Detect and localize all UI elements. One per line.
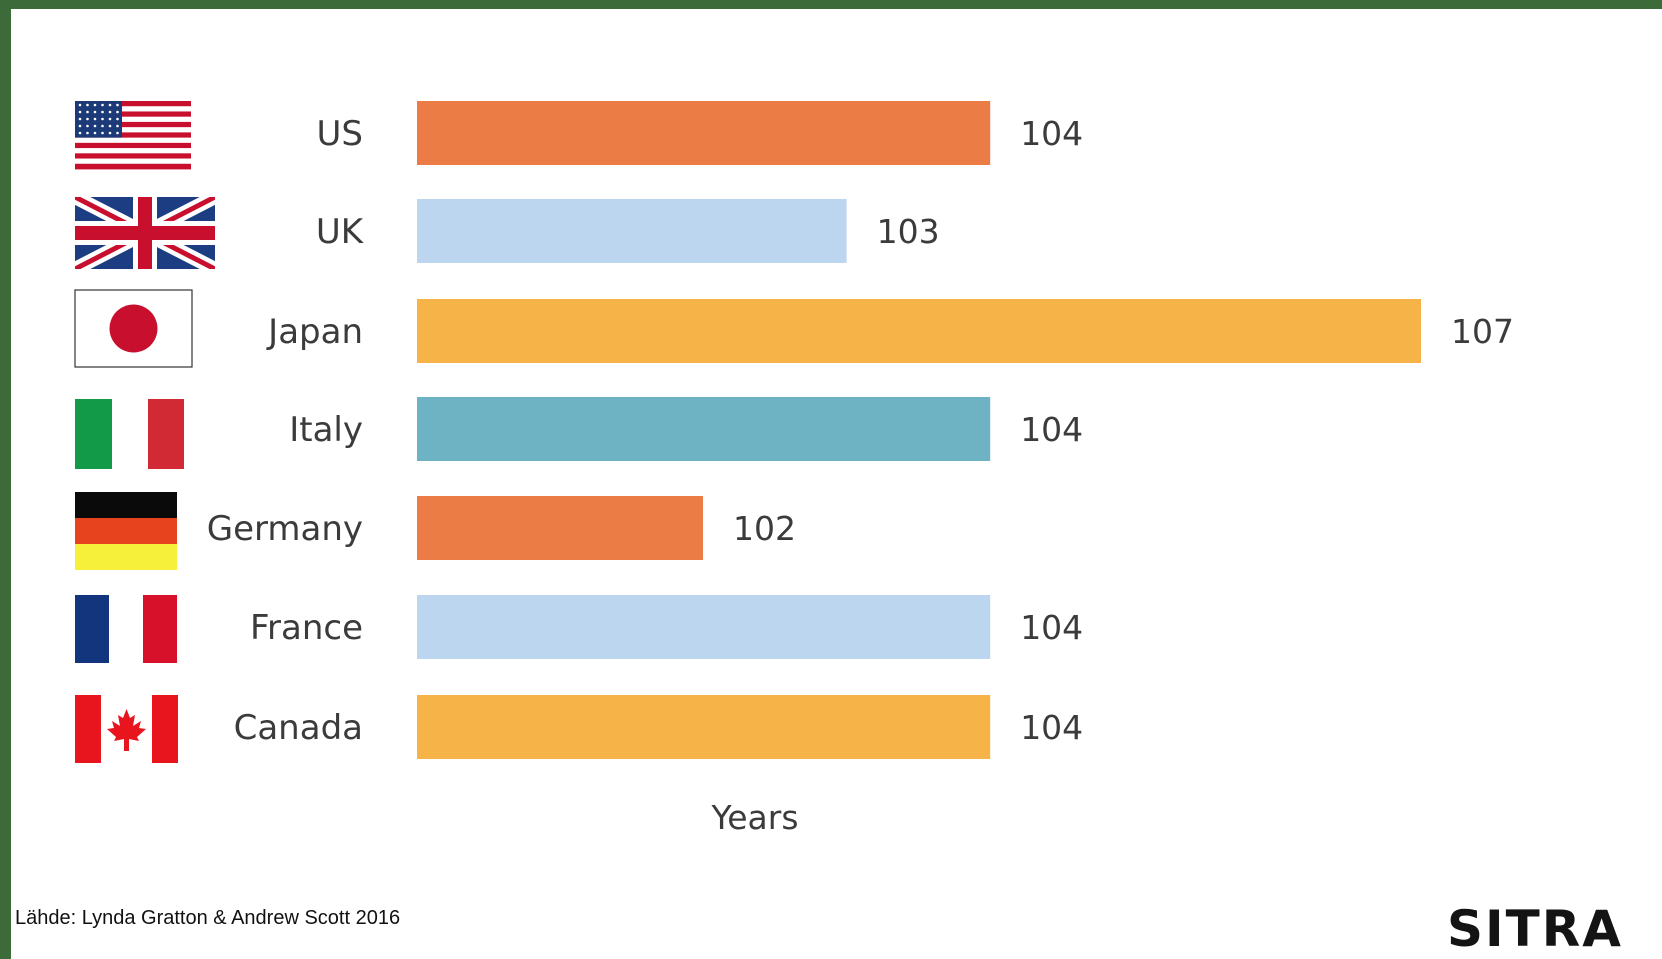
category-label: Japan <box>266 312 363 352</box>
value-label: 103 <box>877 212 940 251</box>
france-flag-icon <box>75 595 177 663</box>
bar <box>417 695 991 759</box>
bar <box>417 199 847 263</box>
sitra-logo: SITRA <box>1447 900 1623 958</box>
germany-flag-icon <box>75 492 177 570</box>
bars: US 104 UK 103 Japan 107 Italy 104 Germany 102 Fran… <box>207 101 1514 759</box>
category-label: US <box>317 114 363 154</box>
bar <box>417 397 991 461</box>
canada-flag-icon <box>75 695 178 763</box>
japan-flag-icon <box>74 289 193 368</box>
value-label: 107 <box>1451 312 1514 351</box>
us-flag-icon <box>75 101 191 170</box>
chart-frame: US 104 UK 103 Japan 107 Italy 104 Germany 102 Fran… <box>11 9 1662 959</box>
bar <box>417 595 991 659</box>
bar-chart: US 104 UK 103 Japan 107 Italy 104 Germany 102 Fran… <box>74 101 1514 837</box>
bar <box>417 496 703 560</box>
bar <box>417 101 991 165</box>
category-label: France <box>250 608 363 648</box>
category-label: Canada <box>234 708 363 748</box>
value-label: 104 <box>1020 708 1083 747</box>
flags <box>74 101 215 763</box>
source-note: Lähde: Lynda Gratton & Andrew Scott 2016 <box>15 907 401 929</box>
value-label: 104 <box>1020 114 1083 153</box>
category-label: Germany <box>207 509 363 549</box>
value-label: 104 <box>1020 608 1083 647</box>
value-label: 104 <box>1020 410 1083 449</box>
category-label: UK <box>316 212 365 252</box>
bar <box>417 299 1421 363</box>
uk-flag-icon <box>75 197 215 269</box>
italy-flag-icon <box>75 399 184 469</box>
x-axis-label: Years <box>710 798 798 837</box>
value-label: 102 <box>733 509 796 548</box>
category-label: Italy <box>289 410 363 450</box>
